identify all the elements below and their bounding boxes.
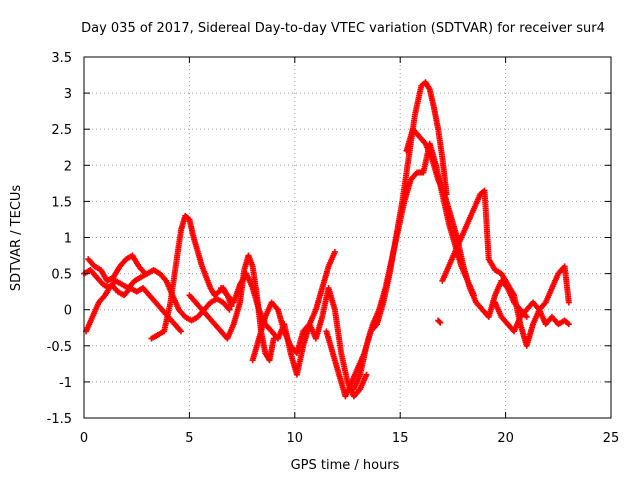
x-tick-label: 20	[497, 431, 514, 446]
axis-ticks: -1.5 -1 -0.5 0 0.5 1 1.5 2 2.5 3 3.5 0 5 10 15 20 25	[47, 51, 620, 446]
data-point	[565, 321, 572, 328]
data-point	[363, 371, 370, 378]
y-tick-label: 1	[64, 232, 72, 247]
y-tick-label: 0	[64, 304, 72, 319]
y-tick-label: 1.5	[51, 195, 72, 210]
data-point	[142, 270, 149, 277]
x-tick-label: 15	[392, 431, 409, 446]
data-point	[177, 328, 184, 335]
data-point	[226, 306, 233, 313]
y-tick-label: -0.5	[47, 340, 72, 355]
data-point	[436, 318, 443, 325]
y-tick-label: -1.5	[47, 412, 72, 427]
y-tick-label: 0.5	[51, 268, 72, 283]
grid	[84, 57, 611, 418]
y-axis-label: SDTVAR / TECUs	[9, 185, 24, 292]
chart-title: Day 035 of 2017, Sidereal Day-to-day VTE…	[81, 21, 605, 36]
x-tick-label: 25	[603, 431, 620, 446]
data-point	[331, 248, 338, 255]
y-tick-label: 2	[64, 159, 72, 174]
x-tick-label: 0	[80, 431, 88, 446]
x-tick-label: 10	[287, 431, 304, 446]
data-point	[228, 303, 235, 310]
data-point	[437, 319, 444, 326]
y-tick-label: 3.5	[51, 51, 72, 66]
y-tick-label: 2.5	[51, 123, 72, 138]
y-tick-label: -1	[59, 376, 72, 391]
data-point	[523, 313, 530, 320]
x-tick-label: 5	[185, 431, 193, 446]
plot-frame	[83, 56, 612, 419]
x-axis-label: GPS time / hours	[291, 458, 400, 473]
data-point	[565, 299, 572, 306]
data-marks	[81, 79, 572, 400]
y-tick-label: 3	[64, 87, 72, 102]
